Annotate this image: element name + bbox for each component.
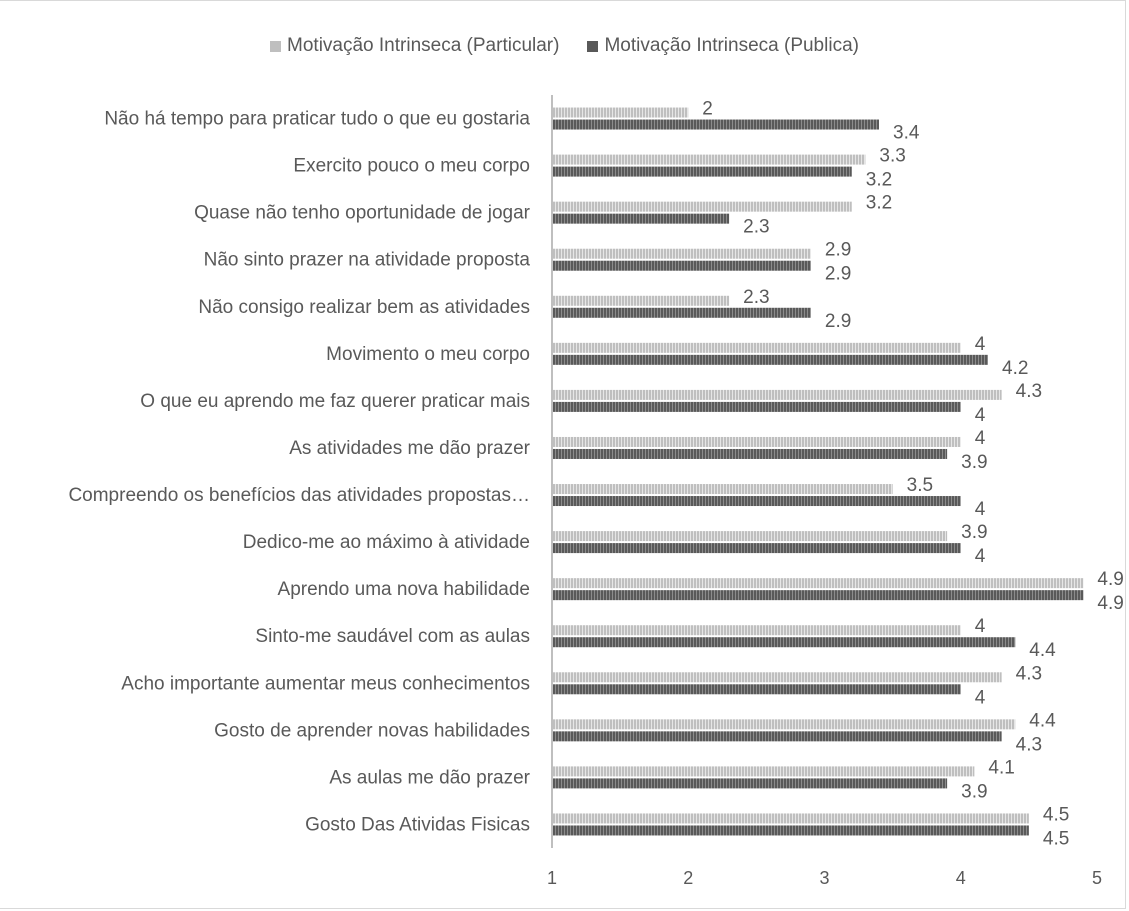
legend-item-publica: Motivação Intrinseca (Publica) bbox=[587, 35, 859, 57]
bar-publica bbox=[553, 637, 1016, 648]
bar-publica bbox=[553, 543, 961, 554]
data-label-particular: 4.5 bbox=[1043, 804, 1069, 825]
legend-swatch-publica bbox=[587, 40, 599, 52]
bar-particular bbox=[553, 248, 811, 259]
data-label-publica: 3.9 bbox=[961, 452, 987, 473]
bar-publica bbox=[553, 119, 879, 130]
data-label-publica: 4 bbox=[975, 499, 986, 520]
data-label-publica: 4.4 bbox=[1029, 640, 1056, 661]
data-label-publica: 4 bbox=[975, 687, 986, 708]
data-label-particular: 4.4 bbox=[1029, 710, 1056, 731]
data-label-publica: 3.2 bbox=[866, 170, 892, 191]
data-label-particular: 2.9 bbox=[825, 240, 851, 261]
bar-publica bbox=[553, 401, 961, 412]
bar-publica bbox=[553, 684, 961, 695]
bar-particular bbox=[553, 342, 961, 353]
data-label-publica: 3.4 bbox=[893, 123, 920, 144]
legend: Motivação Intrinseca (Particular) Motiva… bbox=[0, 34, 1129, 58]
data-label-particular: 2 bbox=[702, 99, 713, 120]
category-label: Não consigo realizar bem as atividades bbox=[198, 297, 530, 318]
bar-particular bbox=[553, 813, 1029, 824]
category-label: Quase não tenho oportunidade de jogar bbox=[194, 203, 531, 224]
data-label-publica: 4 bbox=[975, 546, 986, 567]
data-label-particular: 2.3 bbox=[743, 287, 769, 308]
category-label: Gosto de aprender novas habilidades bbox=[214, 720, 530, 741]
bar-publica bbox=[553, 590, 1084, 601]
category-label: Compreendo os benefícios das atividades … bbox=[68, 485, 530, 506]
bar-publica bbox=[553, 496, 961, 507]
category-label: As atividades me dão prazer bbox=[289, 438, 530, 459]
category-label: Gosto Das Atividas Fisicas bbox=[305, 814, 530, 835]
category-label: Sinto-me saudável com as aulas bbox=[255, 626, 530, 647]
bar-particular bbox=[553, 531, 948, 542]
bar-particular bbox=[553, 389, 1002, 400]
legend-label-publica: Motivação Intrinseca (Publica) bbox=[604, 35, 859, 56]
data-label-particular: 4 bbox=[975, 334, 986, 355]
bar-particular bbox=[553, 107, 689, 118]
data-label-publica: 2.3 bbox=[743, 217, 769, 238]
legend-item-particular: Motivação Intrinseca (Particular) bbox=[270, 35, 559, 57]
data-label-publica: 4.9 bbox=[1097, 593, 1123, 614]
bar-publica bbox=[553, 825, 1029, 836]
bar-publica bbox=[553, 448, 948, 459]
data-label-particular: 3.5 bbox=[907, 475, 933, 496]
category-label: Acho importante aumentar meus conhecimen… bbox=[121, 673, 530, 694]
bar-particular bbox=[553, 295, 730, 306]
x-tick-label: 1 bbox=[547, 868, 557, 888]
category-label: As aulas me dão prazer bbox=[329, 767, 530, 788]
data-label-particular: 4.9 bbox=[1097, 569, 1123, 590]
legend-label-particular: Motivação Intrinseca (Particular) bbox=[287, 35, 560, 56]
bar-particular bbox=[553, 625, 961, 636]
legend-swatch-particular bbox=[270, 40, 282, 52]
category-label: Movimento o meu corpo bbox=[326, 344, 530, 365]
data-label-particular: 3.3 bbox=[879, 146, 905, 167]
data-label-particular: 4.3 bbox=[1016, 381, 1042, 402]
bar-particular bbox=[553, 766, 975, 777]
bar-particular bbox=[553, 672, 1002, 683]
category-label: O que eu aprendo me faz querer praticar … bbox=[140, 391, 530, 412]
data-label-publica: 4 bbox=[975, 405, 986, 426]
data-label-particular: 3.9 bbox=[961, 522, 987, 543]
data-label-particular: 4 bbox=[975, 428, 986, 449]
bar-publica bbox=[553, 260, 811, 271]
data-label-particular: 4 bbox=[975, 616, 986, 637]
x-tick-label: 3 bbox=[819, 868, 829, 888]
category-label: Exercito pouco o meu corpo bbox=[293, 156, 530, 177]
bar-publica bbox=[553, 213, 730, 224]
data-label-publica: 2.9 bbox=[825, 264, 851, 285]
bar-particular bbox=[553, 578, 1084, 589]
x-tick-label: 5 bbox=[1092, 868, 1102, 888]
data-label-particular: 3.2 bbox=[866, 193, 892, 214]
bar-publica bbox=[553, 731, 1002, 742]
bar-publica bbox=[553, 354, 988, 365]
category-label: Não sinto prazer na atividade proposta bbox=[204, 250, 531, 271]
data-label-publica: 4.2 bbox=[1002, 358, 1028, 379]
bar-publica bbox=[553, 307, 811, 318]
category-label: Não há tempo para praticar tudo o que eu… bbox=[104, 109, 530, 130]
x-tick-label: 2 bbox=[683, 868, 693, 888]
bar-particular bbox=[553, 484, 893, 495]
data-label-particular: 4.1 bbox=[988, 757, 1014, 778]
bar-particular bbox=[553, 154, 866, 165]
category-label: Dedico-me ao máximo à atividade bbox=[243, 532, 530, 553]
data-label-publica: 4.5 bbox=[1043, 828, 1069, 849]
bar-particular bbox=[553, 436, 961, 447]
bar-publica bbox=[553, 166, 852, 177]
category-label: Aprendo uma nova habilidade bbox=[278, 579, 530, 600]
x-tick-label: 4 bbox=[956, 868, 966, 888]
bar-particular bbox=[553, 719, 1016, 730]
bar-particular bbox=[553, 201, 852, 212]
data-label-particular: 4.3 bbox=[1016, 663, 1042, 684]
bar-publica bbox=[553, 778, 948, 789]
data-label-publica: 3.9 bbox=[961, 781, 987, 802]
data-label-publica: 2.9 bbox=[825, 311, 851, 332]
data-label-publica: 4.3 bbox=[1016, 734, 1042, 755]
